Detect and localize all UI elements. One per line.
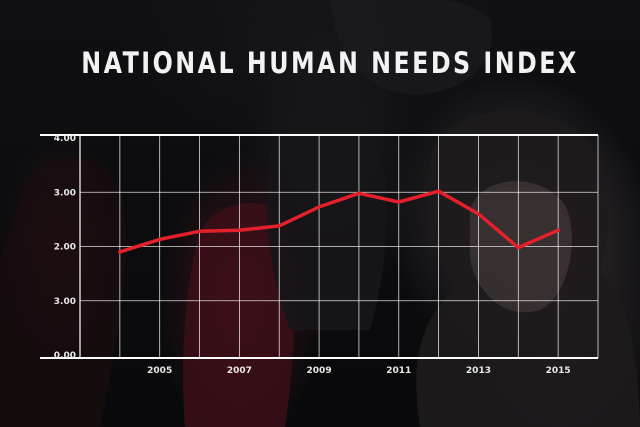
data-point	[357, 191, 361, 195]
y-tick-label: 3.00	[54, 297, 76, 307]
series-line	[118, 189, 560, 254]
x-tick-label: 2013	[466, 366, 491, 376]
y-tick-label: 3.00	[54, 188, 76, 198]
y-tick-label: 0.00	[54, 351, 76, 361]
x-tick-label: 2007	[227, 366, 252, 376]
data-point	[476, 212, 481, 216]
data-point	[118, 250, 122, 254]
data-point	[317, 205, 321, 209]
data-point	[516, 245, 520, 250]
y-tick-label: 2.00	[54, 243, 76, 253]
data-point	[397, 200, 401, 204]
y-tick-label: 4.00	[54, 134, 76, 144]
data-point	[158, 237, 162, 242]
data-point	[556, 228, 560, 232]
data-point	[437, 189, 441, 193]
x-tick-label: 2005	[147, 366, 172, 376]
data-point	[277, 224, 281, 228]
x-tick-label: 2015	[546, 366, 571, 376]
data-point	[197, 229, 202, 233]
x-tick-label: 2009	[307, 366, 332, 376]
x-tick-label: 2011	[386, 366, 411, 376]
data-point	[237, 228, 241, 232]
chart-title: NATIONAL HUMAN NEEDS INDEX	[81, 46, 579, 80]
